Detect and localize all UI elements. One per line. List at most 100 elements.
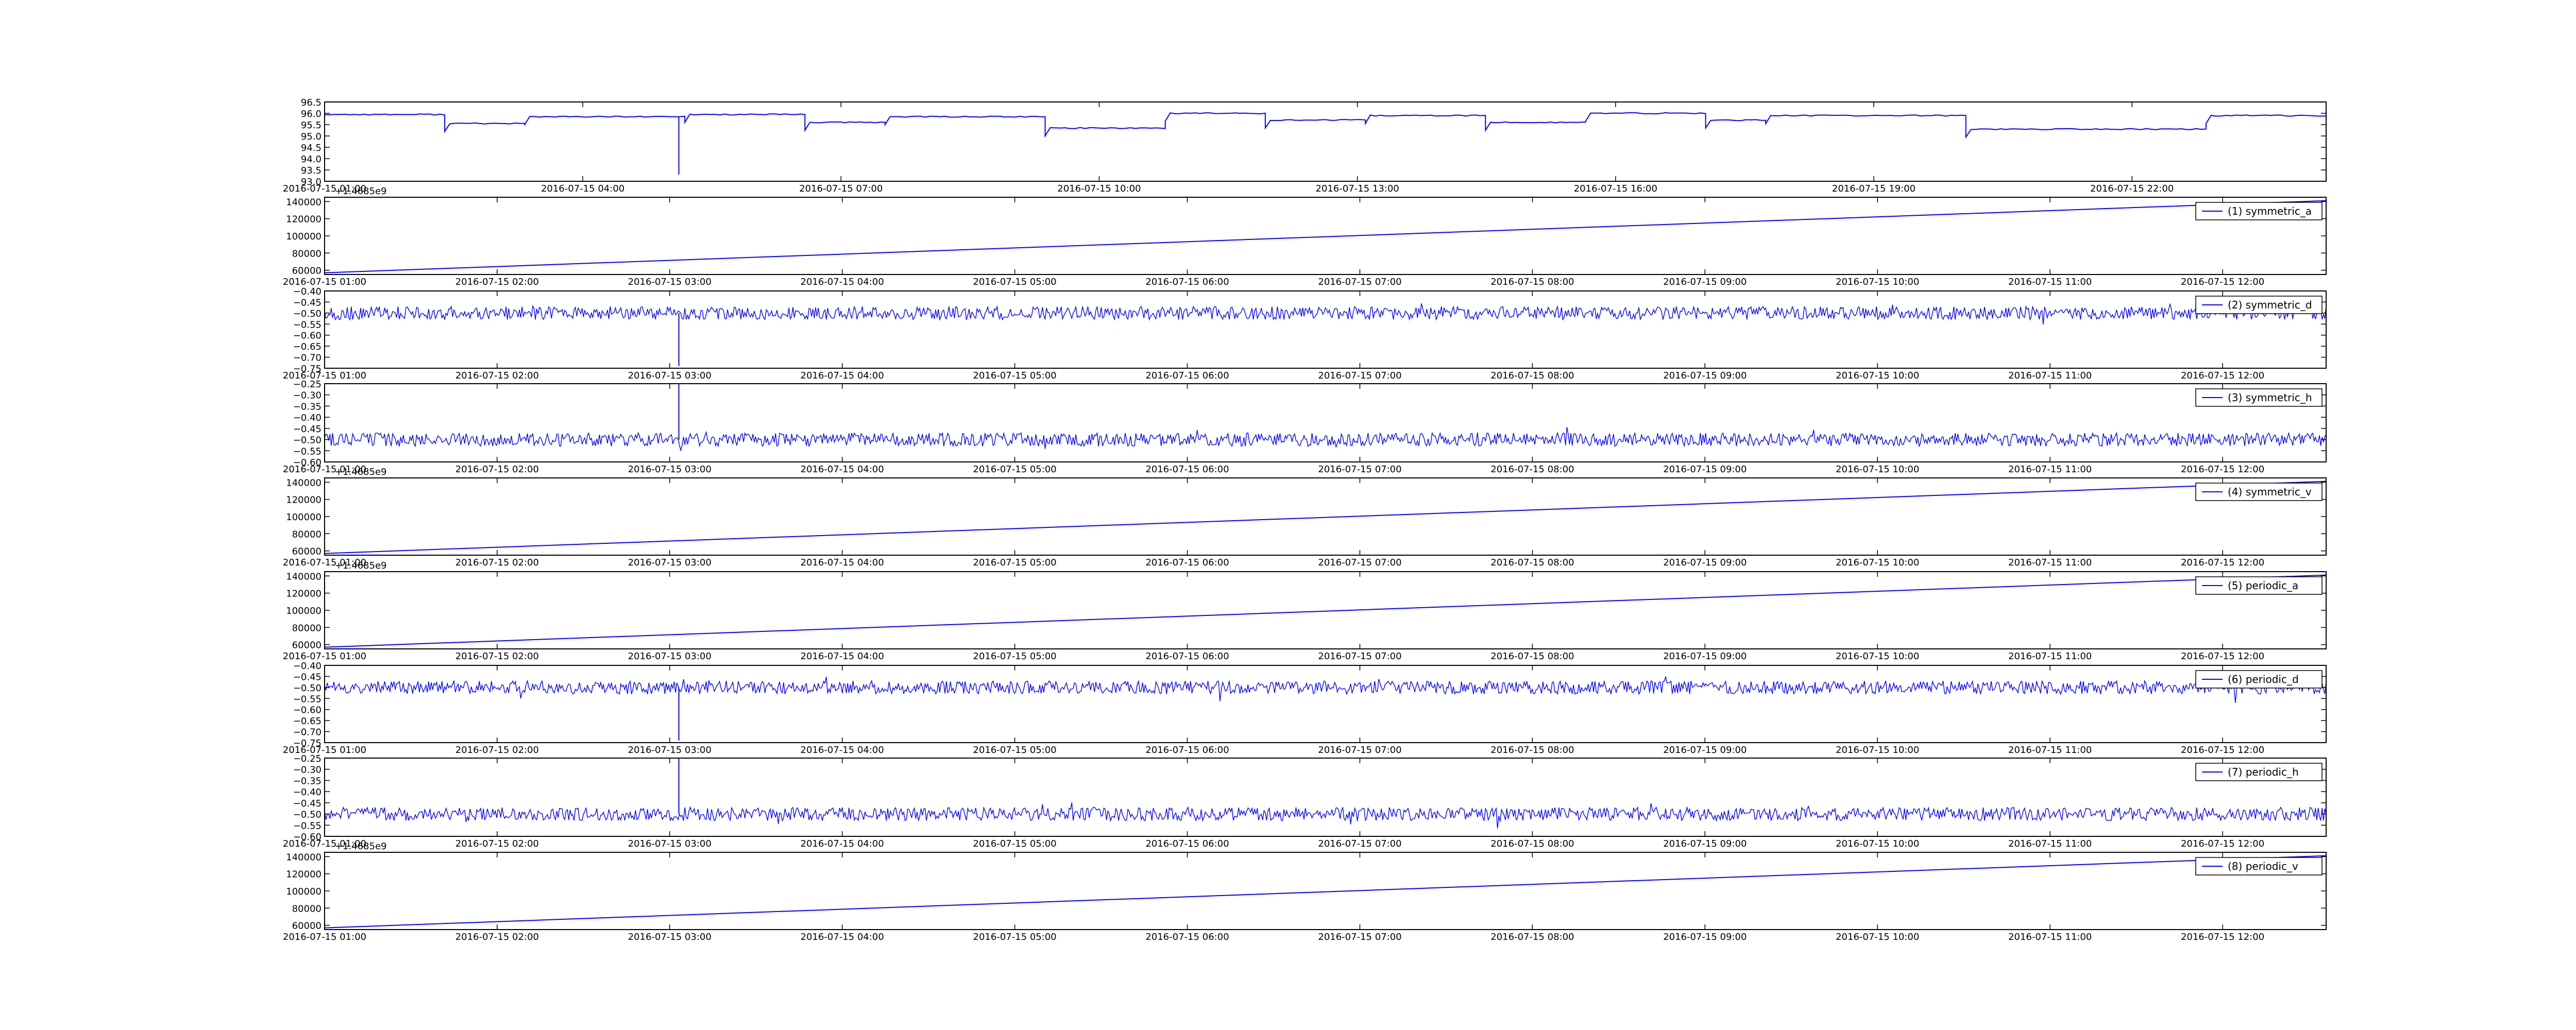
x-tick-label: 2016-07-15 10:00 <box>1836 932 1919 942</box>
y-tick-label: −0.65 <box>293 341 321 352</box>
subplot-3: −0.75−0.70−0.65−0.60−0.55−0.50−0.45−0.40… <box>283 286 2327 381</box>
x-tick-label: 2016-07-15 11:00 <box>2008 464 2092 475</box>
series-line <box>324 200 2327 273</box>
y-tick-label: −0.75 <box>293 364 321 374</box>
legend: (6) periodic_d <box>2195 670 2323 689</box>
legend-label: (4) symmetric_v <box>2228 486 2312 498</box>
y-tick-label: −0.40 <box>293 661 321 672</box>
legend: (1) symmetric_a <box>2195 202 2323 220</box>
x-tick-label: 2016-07-15 03:00 <box>628 838 711 849</box>
x-tick-label: 2016-07-15 03:00 <box>628 557 711 568</box>
legend-label: (8) periodic_v <box>2228 860 2298 872</box>
series-line <box>324 302 2327 325</box>
x-tick-label: 2016-07-15 10:00 <box>1836 557 1919 568</box>
y-tick-label: −0.35 <box>293 776 321 786</box>
axes-frame <box>324 758 2327 837</box>
x-tick-label: 2016-07-15 11:00 <box>2008 745 2092 756</box>
y-tick-label: −0.50 <box>293 810 321 820</box>
y-tick-label: −0.40 <box>293 787 321 798</box>
x-tick-label: 2016-07-15 01:00 <box>283 838 366 849</box>
x-tick-label: 2016-07-15 08:00 <box>1490 277 1574 287</box>
y-tick-label: 120000 <box>286 495 321 506</box>
x-tick-label: 2016-07-15 02:00 <box>455 838 539 849</box>
x-tick-label: 2016-07-15 09:00 <box>1663 651 1747 662</box>
x-tick-label: 2016-07-15 02:00 <box>455 932 539 942</box>
x-tick-label: 2016-07-15 06:00 <box>1145 745 1229 756</box>
y-tick-label: 120000 <box>286 589 321 599</box>
x-tick-label: 2016-07-15 12:00 <box>2181 651 2264 662</box>
x-tick-label: 2016-07-15 10:00 <box>1836 651 1919 662</box>
x-tick-label: 2016-07-15 12:00 <box>2181 370 2264 381</box>
x-tick-label: 2016-07-15 06:00 <box>1145 464 1229 475</box>
legend: (2) symmetric_d <box>2195 296 2323 314</box>
x-tick-label: 2016-07-15 09:00 <box>1663 277 1747 287</box>
x-tick-label: 2016-07-15 08:00 <box>1490 745 1574 756</box>
x-tick-label: 2016-07-15 10:00 <box>1836 277 1919 287</box>
x-tick-label: 2016-07-15 12:00 <box>2181 464 2264 475</box>
x-tick-label: 2016-07-15 01:00 <box>283 557 366 568</box>
y-tick-label: 93.5 <box>301 165 321 176</box>
x-tick-label: 2016-07-15 01:00 <box>283 745 366 756</box>
series-line <box>324 855 2327 929</box>
x-tick-label: 2016-07-15 09:00 <box>1663 464 1747 475</box>
x-tick-label: 2016-07-15 03:00 <box>628 464 711 475</box>
x-tick-label: 2016-07-15 04:00 <box>801 932 884 942</box>
legend-label: (6) periodic_d <box>2228 673 2299 685</box>
x-tick-label: 2016-07-15 10:00 <box>1057 183 1141 194</box>
series-line <box>324 802 2327 829</box>
x-tick-label: 2016-07-15 09:00 <box>1663 557 1747 568</box>
x-tick-label: 2016-07-15 06:00 <box>1145 370 1229 381</box>
x-tick-label: 2016-07-15 09:00 <box>1663 745 1747 756</box>
y-tick-label: 94.5 <box>301 143 321 153</box>
y-tick-label: −0.35 <box>293 401 321 412</box>
y-tick-label: −0.30 <box>293 765 321 776</box>
x-tick-label: 2016-07-15 02:00 <box>455 370 539 381</box>
x-tick-label: 2016-07-15 19:00 <box>1832 183 1916 194</box>
x-tick-label: 2016-07-15 04:00 <box>801 370 884 381</box>
legend-label: (2) symmetric_d <box>2228 299 2312 311</box>
x-tick-label: 2016-07-15 06:00 <box>1145 277 1229 287</box>
y-tick-label: −0.65 <box>293 716 321 727</box>
x-tick-label: 2016-07-15 08:00 <box>1490 370 1574 381</box>
x-tick-label: 2016-07-15 05:00 <box>973 745 1057 756</box>
subplot-2: 60000 80000 100000 120000 140000 2016-07-15 0… <box>283 186 2327 287</box>
y-tick-label: −0.60 <box>293 705 321 716</box>
x-tick-label: 2016-07-15 02:00 <box>455 277 539 287</box>
y-tick-label: 96.0 <box>301 109 321 119</box>
x-tick-label: 2016-07-15 12:00 <box>2181 557 2264 568</box>
y-tick-label: −0.70 <box>293 727 321 738</box>
y-tick-label: 60000 <box>292 640 321 651</box>
x-tick-label: 2016-07-15 07:00 <box>1318 370 1401 381</box>
legend-label: (5) periodic_a <box>2228 579 2298 592</box>
y-tick-label: 100000 <box>286 231 321 242</box>
x-tick-label: 2016-07-15 04:00 <box>801 838 884 849</box>
y-tick-label: −0.25 <box>293 753 321 764</box>
x-tick-label: 2016-07-15 11:00 <box>2008 557 2092 568</box>
x-tick-label: 2016-07-15 06:00 <box>1145 838 1229 849</box>
x-tick-label: 2016-07-15 06:00 <box>1145 557 1229 568</box>
axis-offset-label: +1.4685e9 <box>335 467 387 477</box>
axis-offset-label: +1.4685e9 <box>335 841 387 852</box>
x-tick-label: 2016-07-15 16:00 <box>1574 183 1657 194</box>
y-tick-label: 120000 <box>286 214 321 225</box>
x-tick-label: 2016-07-15 03:00 <box>628 277 711 287</box>
y-tick-label: 100000 <box>286 512 321 523</box>
y-tick-label: −0.40 <box>293 286 321 297</box>
y-tick-label: 80000 <box>292 529 321 540</box>
x-tick-label: 2016-07-15 01:00 <box>283 370 366 381</box>
axis-offset-label: +1.4685e9 <box>335 560 387 571</box>
axes-frame <box>324 290 2327 369</box>
series-line <box>324 480 2327 554</box>
y-tick-label: −0.45 <box>293 424 321 435</box>
y-tick-label: 140000 <box>286 852 321 863</box>
x-tick-label: 2016-07-15 05:00 <box>973 277 1057 287</box>
subplot-8: −0.60−0.55−0.50−0.45−0.40−0.35−0.30−0.25… <box>283 753 2327 849</box>
y-tick-label: 95.5 <box>301 120 321 131</box>
x-tick-label: 2016-07-15 07:00 <box>1318 277 1401 287</box>
axes-frame <box>324 665 2327 743</box>
x-tick-label: 2016-07-15 10:00 <box>1836 464 1919 475</box>
x-tick-label: 2016-07-15 04:00 <box>801 464 884 475</box>
y-tick-label: −0.55 <box>293 319 321 330</box>
x-tick-label: 2016-07-15 05:00 <box>973 557 1057 568</box>
